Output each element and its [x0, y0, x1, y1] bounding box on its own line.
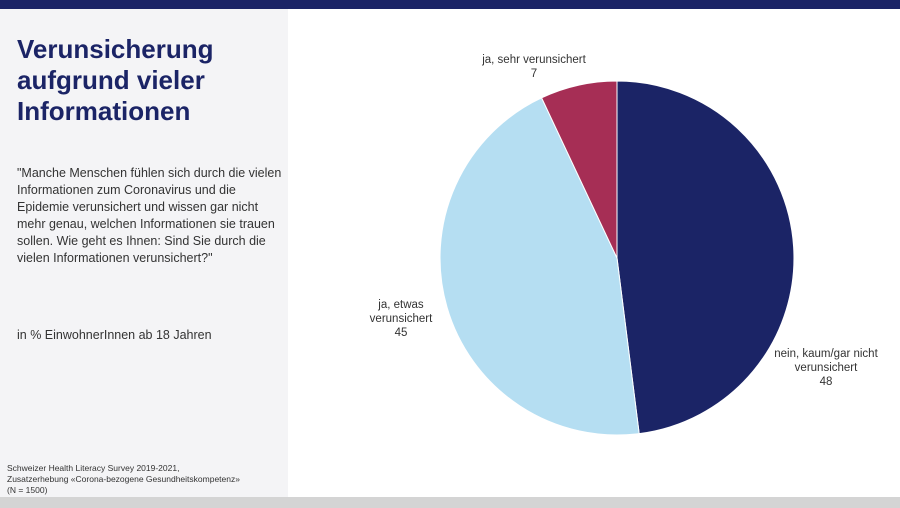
source-line-3: (N = 1500): [7, 485, 48, 495]
pie-slice-0: [616, 80, 795, 435]
slice-label-line: verunsichert: [795, 362, 858, 374]
slice-value-2: 7: [531, 68, 537, 80]
source-line-1: Schweizer Health Literacy Survey 2019-20…: [7, 463, 180, 473]
slice-label-0: nein, kaum/gar nicht verunsichert 48: [774, 348, 878, 388]
pie-slice-1: [439, 97, 640, 436]
slice-value-1: 45: [395, 327, 408, 339]
slice-value-0: 48: [820, 376, 833, 388]
left-panel: [0, 9, 288, 497]
slice-label-1: ja, etwas verunsichert 45: [370, 299, 433, 339]
slice-label-line: ja, sehr verunsichert: [481, 54, 586, 66]
pie-slice-2: [540, 80, 618, 259]
header-bar: [0, 0, 900, 9]
source-line-2: Zusatzerhebung «Corona-bezogene Gesundhe…: [7, 474, 240, 484]
slide-title: Verunsicherung aufgrund vieler Informati…: [17, 34, 214, 126]
slice-label-line: verunsichert: [370, 313, 433, 325]
slice-label-2: ja, sehr verunsichert 7: [481, 54, 586, 80]
survey-question: "Manche Menschen fühlen sich durch die v…: [17, 166, 282, 265]
pie-chart: nein, kaum/gar nicht verunsichert 48 ja, et…: [370, 54, 879, 436]
slice-label-line: ja, etwas: [377, 299, 424, 311]
population-note: in % EinwohnerInnen ab 18 Jahren: [17, 328, 212, 342]
slice-label-line: nein, kaum/gar nicht: [774, 348, 878, 360]
footer-bar: [0, 497, 900, 508]
source-note: Schweizer Health Literacy Survey 2019-20…: [7, 463, 287, 496]
